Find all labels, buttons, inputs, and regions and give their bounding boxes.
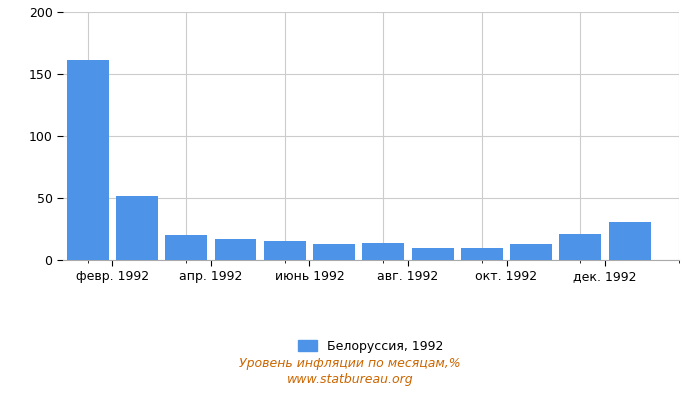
Legend: Белоруссия, 1992: Белоруссия, 1992: [293, 335, 449, 358]
Bar: [66, 60, 108, 260]
Bar: [116, 196, 158, 260]
Bar: [609, 222, 651, 260]
Bar: [264, 241, 306, 260]
Bar: [461, 248, 503, 260]
Bar: [165, 235, 207, 260]
Bar: [412, 248, 454, 260]
Text: Уровень инфляции по месяцам,%: Уровень инфляции по месяцам,%: [239, 358, 461, 370]
Bar: [313, 244, 355, 260]
Bar: [214, 239, 256, 260]
Text: www.statbureau.org: www.statbureau.org: [287, 374, 413, 386]
Bar: [559, 234, 601, 260]
Bar: [363, 243, 405, 260]
Bar: [510, 244, 552, 260]
